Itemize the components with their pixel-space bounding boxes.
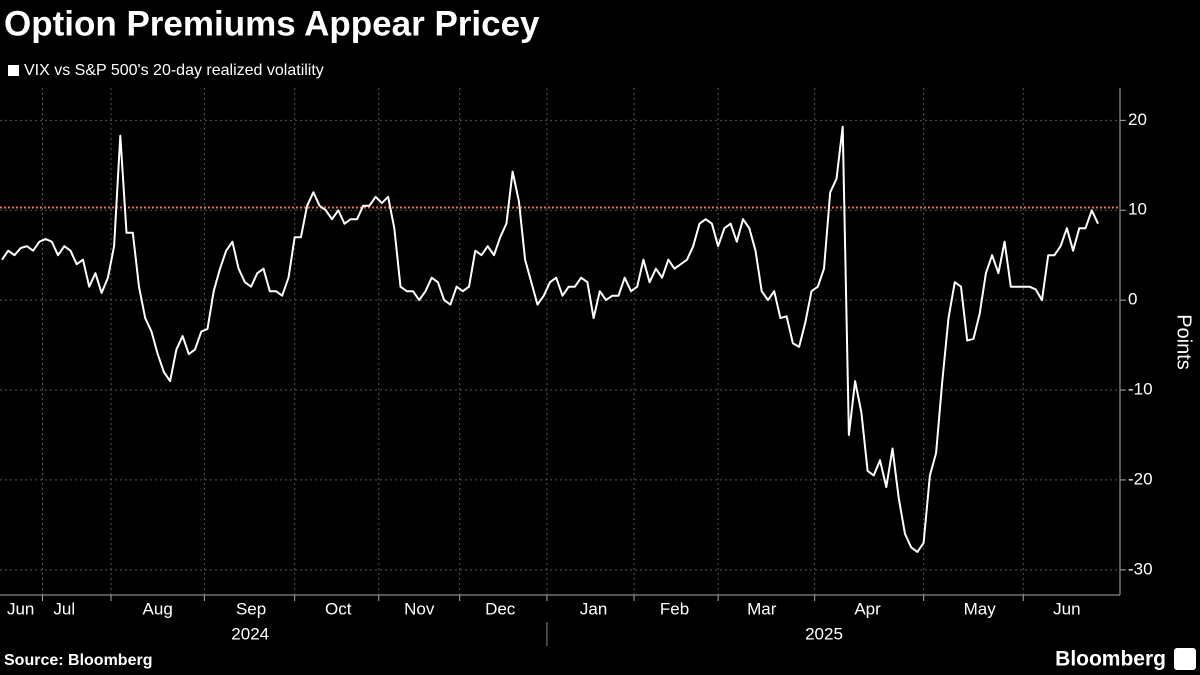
y-axis-label: Points — [1173, 314, 1195, 370]
y-tick-label: -20 — [1128, 469, 1153, 488]
y-tick-label: -30 — [1128, 559, 1153, 578]
y-tick-label: 20 — [1128, 110, 1147, 129]
x-tick-label: May — [964, 599, 997, 618]
x-tick-label: Jun — [1053, 599, 1080, 618]
legend-swatch — [8, 65, 19, 76]
y-tick-label: 0 — [1128, 290, 1137, 309]
x-tick-label: Oct — [325, 599, 352, 618]
series-line — [1, 125, 1099, 553]
x-tick-label: Apr — [854, 599, 881, 618]
year-label: 2025 — [805, 624, 843, 643]
x-tick-label: Mar — [747, 599, 777, 618]
x-tick-label: Jan — [580, 599, 607, 618]
brand-icon — [1174, 648, 1196, 670]
year-label: 2024 — [231, 624, 269, 643]
chart-title: Option Premiums Appear Pricey — [4, 4, 540, 43]
x-tick-label: Feb — [660, 599, 689, 618]
x-tick-label: Dec — [485, 599, 516, 618]
source: Source: Bloomberg — [4, 652, 152, 669]
x-tick-label: Nov — [404, 599, 435, 618]
x-tick-label: Aug — [143, 599, 173, 618]
y-tick-label: 10 — [1128, 200, 1147, 219]
x-tick-label: Jul — [53, 599, 75, 618]
x-tick-label: Sep — [236, 599, 266, 618]
legend-label: VIX vs S&P 500's 20-day realized volatil… — [24, 62, 324, 79]
brand: Bloomberg — [1055, 648, 1166, 671]
x-tick-label: Jun — [7, 599, 34, 618]
y-tick-label: -10 — [1128, 380, 1153, 399]
